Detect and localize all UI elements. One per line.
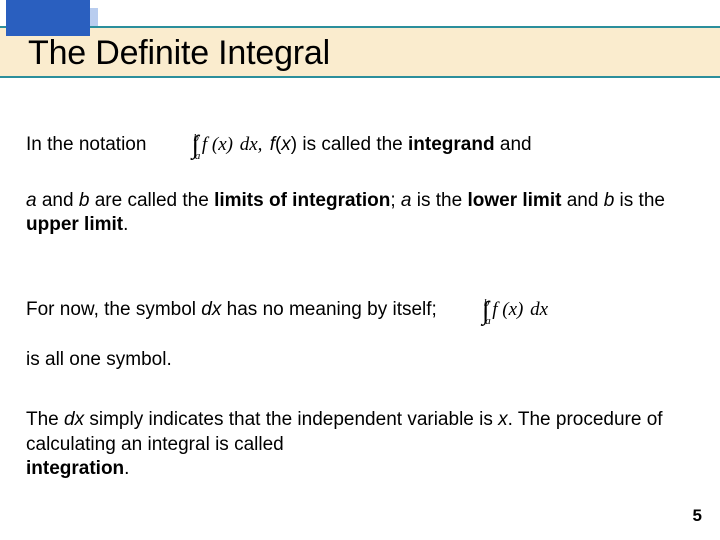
page-title: The Definite Integral <box>28 34 330 73</box>
integral-notation: ∫abf (x) dx, <box>152 108 265 183</box>
text: In the notation <box>26 133 152 157</box>
text: has no meaning by itself; <box>221 298 442 322</box>
text-bold: upper limit <box>26 214 123 235</box>
slide-header: The Definite Integral <box>0 0 720 86</box>
text: and <box>495 133 532 157</box>
text: and <box>561 190 603 211</box>
text: For now, the symbol <box>26 298 201 322</box>
text-bold: limits of integration <box>214 190 390 211</box>
paragraph-2: For now, the symbol dx has no meaning by… <box>26 273 694 372</box>
text: is the <box>614 190 665 211</box>
text-italic: x <box>498 409 508 430</box>
text-bold: integrand <box>408 133 495 157</box>
text-italic: x <box>281 133 291 157</box>
text: ; <box>390 190 401 211</box>
title-box <box>6 0 90 36</box>
text-italic: dx <box>64 409 84 430</box>
text: and <box>37 190 79 211</box>
text: ) is called the <box>291 133 408 157</box>
text: . <box>124 458 129 479</box>
text: The <box>26 409 64 430</box>
text-bold: limit <box>522 190 561 211</box>
text: simply indicates that the independent va… <box>84 409 498 430</box>
text-bold: integration <box>26 458 124 479</box>
text-italic: a <box>401 190 412 211</box>
slide-body: In the notation ∫abf (x) dx, f ( x ) is … <box>0 86 720 481</box>
header-rule-bottom <box>0 76 720 78</box>
text-italic: dx <box>201 298 221 322</box>
paragraph-1: In the notation ∫abf (x) dx, f ( x ) is … <box>26 108 694 237</box>
text: is the <box>411 190 467 211</box>
integral-notation: ∫abf (x) dx <box>442 273 550 348</box>
text: is all one symbol. <box>26 349 172 370</box>
paragraph-3: The dx simply indicates that the indepen… <box>26 408 694 481</box>
text: are called the <box>89 190 214 211</box>
text-bold: lower <box>467 190 517 211</box>
text-italic: a <box>26 190 37 211</box>
page-number: 5 <box>693 506 702 526</box>
text-italic: b <box>604 190 615 211</box>
text-italic: b <box>79 190 90 211</box>
text: . <box>123 214 128 235</box>
